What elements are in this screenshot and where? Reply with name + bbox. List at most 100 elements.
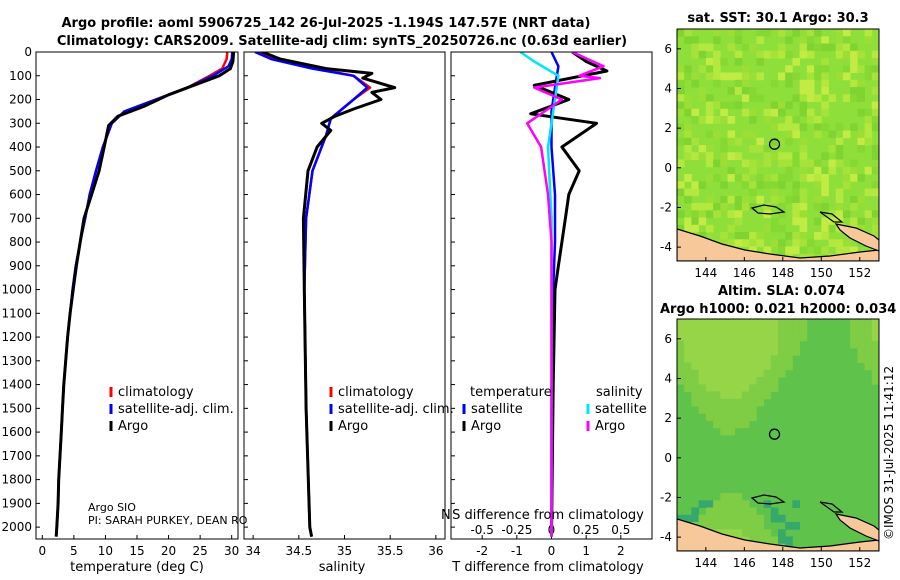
map-cell [835,239,844,247]
y-tick-label: 4 [664,81,672,95]
map-cell [850,123,858,131]
sla-map-title-line2: Argo h1000: 0.021 h2000: 0.034 [660,302,896,317]
map-cell [778,203,786,211]
map-cell [741,181,750,189]
map-cell [763,152,772,160]
map-cell [713,65,721,73]
map-cell [705,72,714,81]
map-cell [799,145,808,153]
map-cell [778,152,786,160]
x-tick-label: 2 [617,544,625,558]
difference-lines [519,52,609,537]
map-cell [727,101,736,110]
map-cell [741,232,750,240]
map-cell [792,500,800,508]
map-cell [770,333,779,342]
map-cell [828,166,837,175]
map-cell [806,159,815,168]
map-cell [778,174,786,182]
x-tick-label: 15 [129,544,144,558]
map-cell [799,217,808,226]
map-cell [677,333,685,342]
map-cell [770,137,779,146]
map-cell [864,166,873,175]
map-cell [749,181,757,189]
map-cell [828,159,837,168]
map-cell [734,507,743,516]
map-cell [749,377,757,385]
x-tick-label: 144 [694,266,717,280]
map-cell [835,246,844,255]
map-cell [677,224,685,233]
map-cell [864,123,873,131]
map-cell [720,522,728,530]
map-cell [785,50,793,59]
map-cell [814,159,822,168]
map-cell [785,319,793,327]
map-cell [778,159,786,168]
map-cell [727,522,736,530]
map-cell [850,340,858,349]
map-cell [749,529,757,537]
map-cell [850,174,858,182]
map-cell [713,116,721,124]
map-cell [698,319,707,327]
map-cell [684,514,692,523]
map-cell [756,319,764,327]
map-cell [691,326,699,334]
map-cell [871,224,879,233]
map-cell [763,181,772,189]
map-cell [691,514,699,523]
map-cell [778,536,786,545]
map-cell [785,137,793,146]
map-cell [835,72,844,81]
map-cell [792,232,800,240]
map-cell [741,348,750,356]
map-cell [778,50,786,59]
map-cell [720,362,728,371]
map-cell [734,152,743,160]
map-cell [785,65,793,73]
map-cell [720,195,728,204]
map-cell [734,384,743,392]
map-cell [857,145,865,153]
y-tick-label: 0 [664,161,672,175]
legend-label-climatology: climatology [338,385,414,400]
map-cell [734,522,743,530]
temperature-legend: climatology satellite-adj. clim. Argo [109,385,234,434]
map-cell [698,65,707,73]
map-cell [684,108,692,117]
map-cell [677,340,685,349]
map-cell [713,507,721,516]
map-cell [821,174,829,182]
map-cell [691,203,699,211]
map-cell [734,239,743,247]
map-cell [705,522,714,530]
series-line-satellite-adj-clim- [254,52,369,537]
map-cell [720,181,728,189]
map-cell [799,137,808,146]
map-cell [785,152,793,160]
map-cell [720,326,728,334]
map-cell [691,50,699,59]
map-cell [727,29,736,37]
map-cell [705,362,714,371]
series-line-salinity-satellite [519,52,560,537]
map-cell [705,384,714,392]
map-cell [806,94,815,102]
y-tick-label: 4 [664,371,672,385]
map-cell [713,384,721,392]
map-cell [799,36,808,44]
map-cell [698,522,707,530]
y-tick-label: 2000 [1,520,32,534]
map-cell [821,58,829,66]
map-cell [871,362,879,371]
sst-map-frame [676,28,880,262]
map-cell [749,87,757,95]
map-cell [785,72,793,81]
map-cell [828,130,837,139]
map-cell [684,123,692,131]
map-cell [749,116,757,124]
map-cell [864,348,873,356]
map-cell [734,413,743,421]
